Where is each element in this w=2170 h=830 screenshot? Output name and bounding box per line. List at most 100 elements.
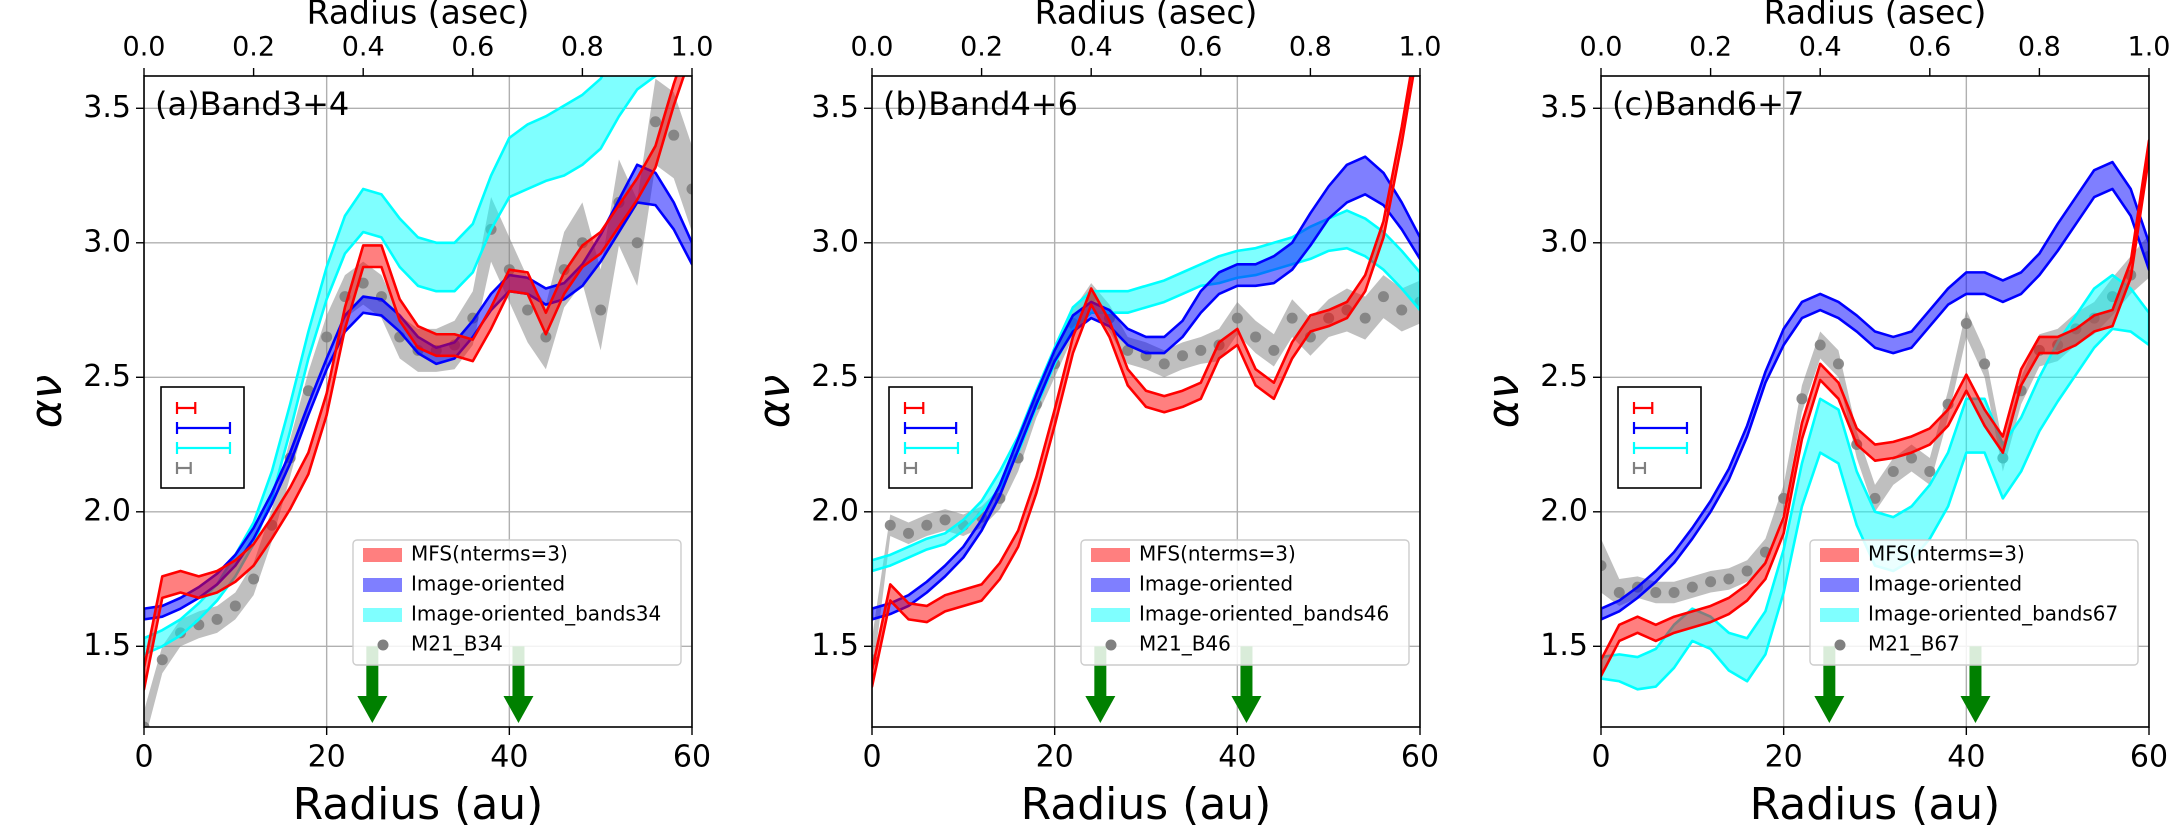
x2-tick-label: 1.0 [2128,32,2170,63]
data-point [1268,344,1280,356]
axes-frame [871,75,1421,728]
x-tick-label: 20 [1036,740,1074,775]
x2-tick-label: 0.0 [1580,32,1623,63]
y-tick-label: 3.5 [811,90,859,125]
data-point [1832,358,1844,370]
data-point [1869,492,1881,504]
data-point [211,613,223,625]
x-tick-label: 60 [2130,740,2168,775]
x2-tick-label: 1.0 [671,32,714,63]
data-point [1924,465,1936,477]
plot-area [144,76,692,727]
x-tick-label: 20 [308,740,346,775]
x-tick-label: 0 [1591,740,1610,775]
x2-axis-label: Radius (asec) [307,0,530,32]
data-point [686,183,692,195]
x-tick-label: 40 [1947,740,1985,775]
legend-patch [1091,548,1130,562]
y-tick-label: 3.0 [83,224,131,259]
legend-patch [1820,548,1859,562]
axes-frame [143,75,693,728]
band [1601,160,2149,621]
x-tick-label: 40 [1218,740,1256,775]
data-point [156,654,168,666]
y-axis-label: αν [1478,375,1529,429]
beam-inset [1617,386,1702,489]
beam-bar [175,442,232,454]
x-tick-label: 60 [1401,740,1439,775]
x-tick-label: 40 [490,740,528,775]
y-tick-label: 3.5 [83,90,131,125]
panel: 1.5 2.0 2.5 3.0 3.5 0 20 40 60 0.0 0.2 0.4 0.6 0.8 1.0… [1478,0,2170,830]
beam-bar [1632,462,1647,474]
x2-axis-label: Radius (asec) [1764,0,1987,32]
data-point [1668,586,1680,598]
legend-patch [363,578,402,592]
data-point [1906,452,1918,464]
legend-marker [1105,639,1117,651]
data-point [595,304,607,316]
data-point [1723,573,1735,585]
legend-patch [1820,578,1859,592]
y-tick-label: 3.0 [1540,224,1588,259]
beam-inset [888,386,973,489]
y-tick-label: 2.0 [1540,493,1588,528]
band [872,155,1420,621]
legend-label: Image-oriented_bands34 [411,602,661,626]
x2-tick-label: 0.6 [451,32,494,63]
data-point [1650,586,1662,598]
x2-tick-label: 0.4 [1070,32,1113,63]
data-point [1359,312,1371,324]
beam-bar [903,402,925,414]
x2-axis-label: Radius (asec) [1035,0,1258,32]
data-point [229,600,241,612]
legend-marker [1834,639,1846,651]
legend-patch [1820,608,1859,622]
data-point [939,514,951,526]
band [872,76,1415,688]
x-axis-label: Radius (au) [1021,779,1272,830]
panel: 1.5 2.0 2.5 3.0 3.5 0 20 40 60 0.0 0.2 0.4 0.6 0.8 1.0… [21,0,713,830]
x2-tick-label: 0.6 [1908,32,1951,63]
beam-bar [1632,422,1689,434]
data-point [1286,312,1298,324]
panel-title: (c)Band6+7 [1612,85,1804,123]
axes-frame [1600,75,2150,728]
data-point [1796,393,1808,405]
x2-tick-label: 0.8 [561,32,604,63]
data-point [1250,331,1262,343]
legend-patch [363,548,402,562]
data-point [921,519,933,531]
band [144,163,692,621]
legend-label: Image-oriented_bands67 [1868,602,2118,626]
data-point [1741,565,1753,577]
y-tick-label: 3.5 [1540,90,1588,125]
data-point [1705,576,1717,588]
data-point [1613,586,1625,598]
data-point [248,573,260,585]
data-point [540,331,552,343]
y-tick-label: 2.5 [1540,359,1588,394]
data-point [1960,317,1972,329]
legend-label: Image-oriented [1868,572,2022,596]
data-point [302,385,314,397]
data-point [649,116,661,128]
legend: MFS(nterms=3) Image-oriented Image-oriente… [1809,539,2139,666]
y-tick-label: 2.0 [83,493,131,528]
x-axis-label: Radius (au) [1750,779,2001,830]
beam-inset [160,386,245,489]
data-point [668,129,680,141]
legend-label: Image-oriented [411,572,565,596]
data-point [321,331,333,343]
y-tick-label: 2.0 [811,493,859,528]
data-point [144,721,150,727]
beam-bar [903,462,918,474]
y-tick-label: 2.5 [83,359,131,394]
x2-tick-label: 0.8 [2018,32,2061,63]
x2-tick-label: 0.2 [960,32,1003,63]
legend: MFS(nterms=3) Image-oriented Image-oriente… [352,539,682,666]
data-point [1814,339,1826,351]
legend-label: Image-oriented [1139,572,1293,596]
legend-label: M21_B46 [1139,632,1231,656]
